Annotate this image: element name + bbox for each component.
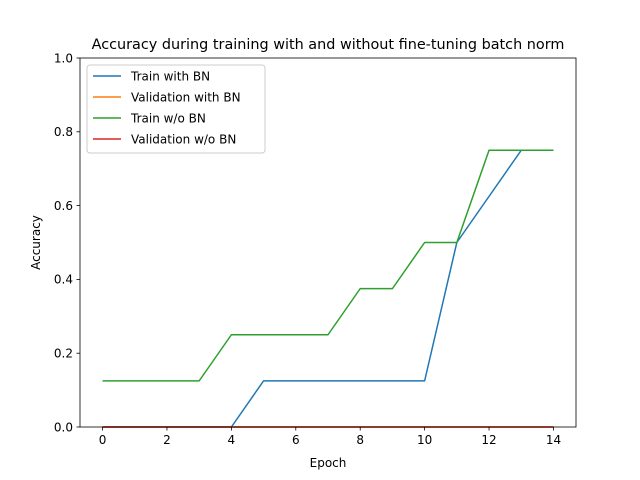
x-tick-label: 8 (356, 433, 364, 447)
x-tick-label: 10 (417, 433, 432, 447)
x-tick-label: 2 (163, 433, 171, 447)
y-tick-label: 1.0 (54, 51, 73, 65)
x-tick-label: 12 (481, 433, 496, 447)
y-tick-label: 0.4 (54, 273, 73, 287)
legend-label-0: Train with BN (130, 69, 210, 83)
legend-label-2: Train w/o BN (130, 111, 206, 125)
chart-title: Accuracy during training with and withou… (92, 37, 565, 53)
legend: Train with BN Validation with BN Train w/o… (87, 65, 265, 153)
x-tick-label: 4 (228, 433, 236, 447)
y-tick-label: 0.8 (54, 125, 73, 139)
y-tick-label: 0.6 (54, 199, 73, 213)
x-tick-label: 6 (292, 433, 300, 447)
legend-label-1: Validation with BN (131, 90, 241, 104)
legend-label-3: Validation w/o BN (131, 132, 236, 146)
x-axis-label: Epoch (310, 456, 347, 470)
x-tick-label: 0 (99, 433, 107, 447)
y-tick-label: 0.2 (54, 347, 73, 361)
x-tick-label: 14 (546, 433, 561, 447)
y-tick-label: 0.0 (54, 420, 73, 434)
y-axis-label: Accuracy (29, 215, 43, 270)
